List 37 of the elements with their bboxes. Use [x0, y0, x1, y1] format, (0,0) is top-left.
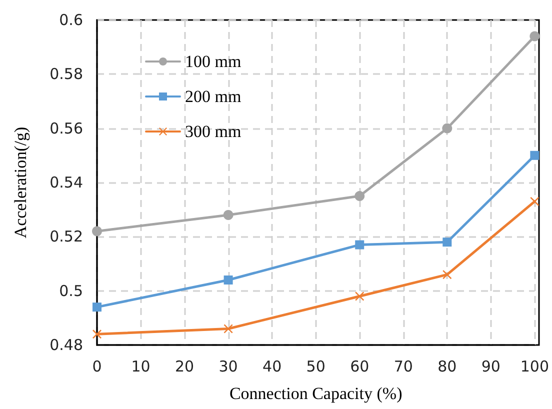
point [530, 31, 540, 42]
point [530, 150, 540, 160]
y-tick-label: 0.56 [50, 119, 83, 138]
legend-label: 300 mm [185, 122, 242, 141]
legend-label: 200 mm [185, 87, 242, 106]
point [442, 238, 452, 247]
x-tick-label: 80 [438, 358, 457, 376]
point [355, 240, 364, 250]
y-tick-label: 0.54 [50, 174, 83, 192]
x-axis-title: Connection Capacity (%) [229, 384, 402, 403]
point [92, 226, 102, 236]
y-tick-label: 0.58 [50, 65, 83, 84]
x-tick-label: 40 [262, 358, 282, 376]
point [223, 210, 234, 220]
y-tick-label: 0.6 [59, 11, 83, 29]
x-tick-label: 90 [481, 358, 500, 376]
x-tick-label: 10 [131, 358, 150, 376]
x-tick-label: 60 [350, 358, 370, 376]
point [92, 302, 102, 312]
point [442, 270, 452, 280]
x-tick-label: 30 [218, 358, 238, 376]
y-tick-label: 0.48 [50, 336, 83, 354]
point [355, 292, 364, 301]
y-axis-title: Acceleration(/g) [11, 126, 30, 238]
x-tick-label: 50 [306, 358, 326, 376]
x-tick-label: 100 [520, 358, 550, 376]
y-tick-label: 0.5 [59, 282, 83, 300]
point [354, 191, 365, 202]
point [92, 330, 102, 339]
x-tick-label: 20 [174, 358, 194, 376]
x-tick-label: 0 [92, 358, 102, 376]
point [442, 123, 452, 134]
x-tick-label: 70 [394, 358, 413, 376]
point [224, 276, 233, 284]
legend-label: 100 mm [185, 52, 242, 71]
y-tick-label: 0.52 [50, 228, 83, 246]
point [530, 196, 540, 206]
